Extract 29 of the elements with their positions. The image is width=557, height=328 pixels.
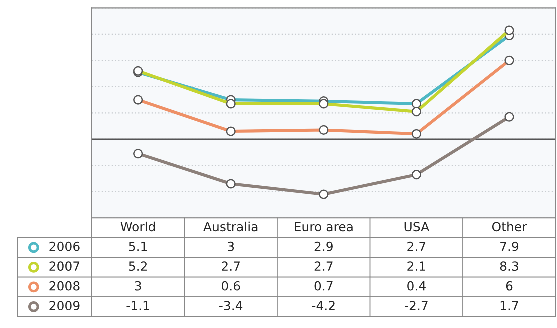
legend-label: 2008 (50, 281, 80, 291)
data-label: 1.7 (500, 301, 518, 310)
data-label: -3.4 (220, 301, 243, 311)
legend-label: 2006 (50, 242, 80, 252)
data-label: 0.4 (408, 281, 426, 291)
data-label: 5.2 (129, 262, 147, 272)
data-label: 2.7 (408, 242, 426, 252)
data-label: 2.7 (222, 262, 240, 271)
data-label: 8.3 (500, 262, 518, 272)
x-tick-label: Australia (204, 222, 258, 232)
legend-label: 2007 (50, 262, 80, 272)
x-tick-label: USA (404, 222, 430, 232)
data-label: 6 (506, 281, 513, 291)
data-label: 0.7 (314, 281, 333, 291)
data-label: -2.7 (405, 301, 428, 310)
data-label: 3 (228, 242, 234, 252)
x-tick-label: World (120, 222, 156, 232)
legend-label: 2009 (50, 301, 80, 311)
data-label: 3 (135, 281, 142, 291)
data-label: 2.7 (314, 262, 333, 271)
data-label: 0.6 (222, 281, 240, 291)
data-label: 2.1 (408, 262, 426, 271)
x-tick-label: Euro area (295, 222, 353, 232)
x-tick-label: Other (492, 222, 528, 232)
data-label: 2.9 (314, 242, 333, 252)
data-label: -1.1 (126, 301, 150, 310)
data-label: -4.2 (312, 301, 335, 310)
data-label: 5.1 (129, 242, 148, 252)
data-label: 7.9 (500, 242, 519, 252)
